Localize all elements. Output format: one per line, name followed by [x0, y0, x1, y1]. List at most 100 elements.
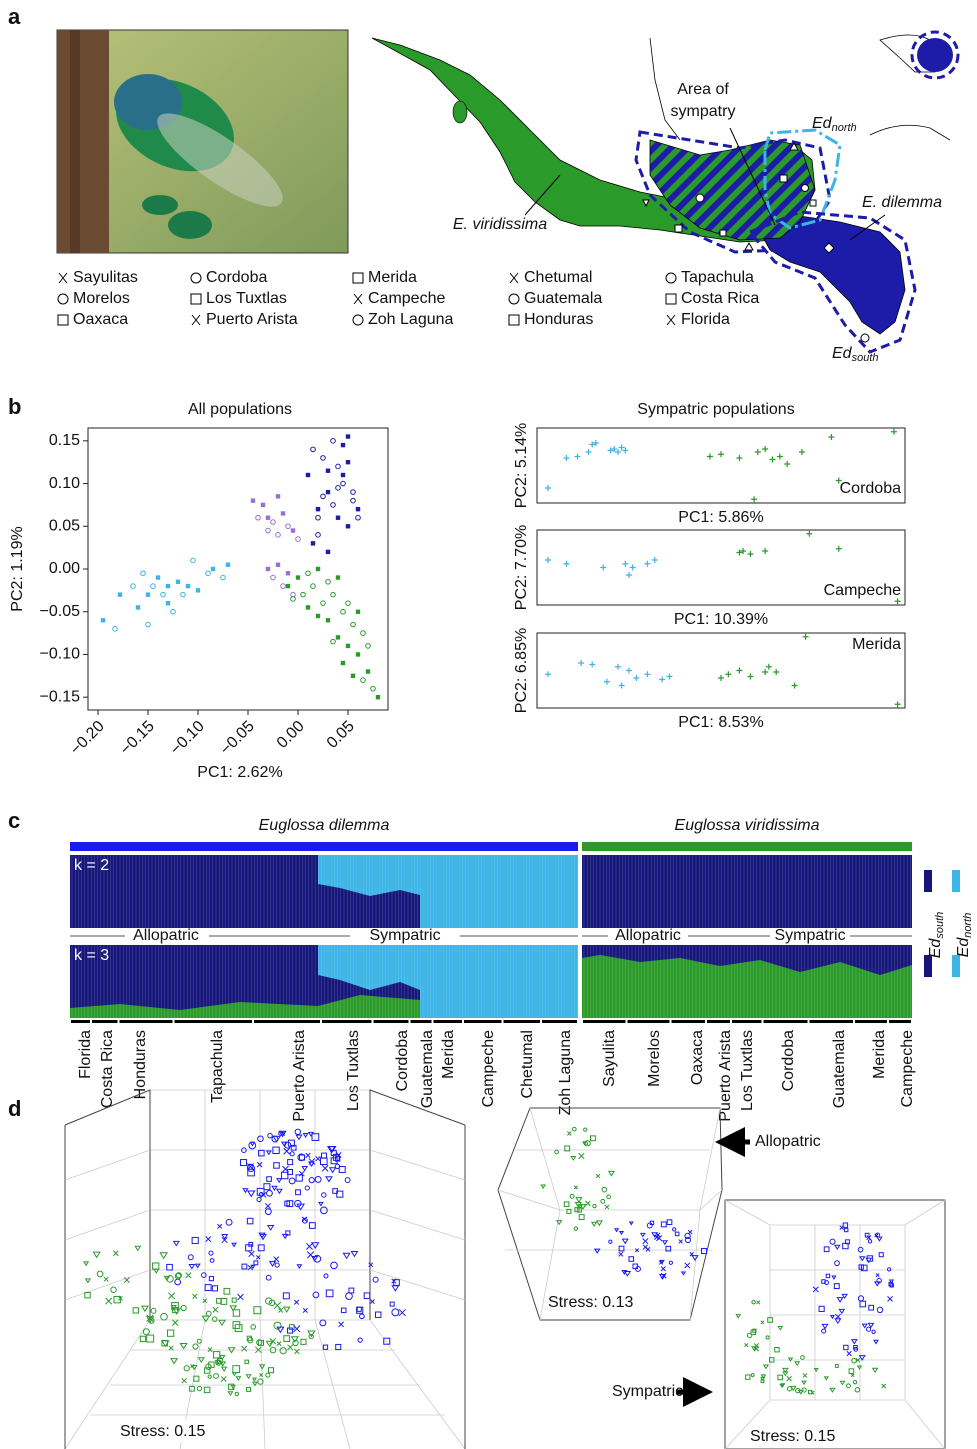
legend-label: Campeche	[368, 290, 445, 307]
nmds-point	[357, 1307, 361, 1311]
nmds-point	[247, 1218, 253, 1224]
point	[306, 473, 310, 477]
nmds-point	[667, 1220, 672, 1225]
point	[311, 541, 315, 545]
nmds-point	[844, 1345, 848, 1349]
nmds-point	[775, 1348, 779, 1352]
nmds-point	[222, 1367, 227, 1371]
nmds-point	[597, 1221, 603, 1225]
point	[281, 584, 286, 589]
point	[361, 631, 366, 636]
nmds-point	[196, 1264, 200, 1267]
nmds-point	[232, 1243, 236, 1246]
x-axis-label: PC1: 5.86%	[678, 509, 763, 526]
nmds-point	[171, 1359, 177, 1364]
point	[755, 449, 761, 455]
legend-marker	[510, 273, 518, 283]
point	[341, 473, 345, 477]
nmds-point	[184, 1366, 189, 1371]
nmds-point	[168, 1293, 174, 1299]
point	[286, 571, 290, 575]
nmds-point	[602, 1187, 607, 1192]
legend-label: Oaxaca	[73, 311, 128, 328]
point	[271, 520, 276, 525]
nmds-point	[231, 1386, 235, 1389]
nmds-point	[248, 1191, 255, 1196]
point	[261, 503, 265, 507]
legend-marker	[354, 294, 362, 304]
nmds-point	[643, 1238, 648, 1243]
nmds-point	[866, 1258, 871, 1262]
nmds-point	[265, 1203, 270, 1208]
y-axis-label: PC2: 7.70%	[513, 525, 530, 610]
nmds-point	[324, 1274, 328, 1278]
nmds-point	[84, 1262, 88, 1265]
nmds-point	[213, 1352, 219, 1358]
nmds-point	[346, 1293, 353, 1300]
point	[296, 537, 301, 542]
nmds-box	[498, 1108, 722, 1320]
point	[747, 551, 753, 557]
population-bar	[434, 1020, 463, 1023]
point	[166, 584, 170, 588]
point	[251, 498, 255, 502]
point	[136, 605, 140, 609]
nmds-point	[93, 1252, 99, 1257]
nmds-point	[235, 1392, 238, 1395]
map-annotation: E. dilemma	[862, 194, 942, 211]
nmds-point	[322, 1193, 326, 1197]
point	[578, 660, 584, 666]
point	[321, 494, 326, 499]
nmds-point	[205, 1285, 211, 1291]
nmds-point	[736, 1315, 740, 1318]
nmds-point	[888, 1296, 893, 1301]
nmds-point	[319, 1202, 323, 1205]
nmds-point	[258, 1245, 264, 1251]
point	[141, 571, 146, 576]
population-bar	[628, 1020, 670, 1023]
map-annotation: Edsouth	[832, 345, 879, 364]
point	[196, 588, 200, 592]
nmds-point	[217, 1224, 221, 1228]
nmds-point	[315, 1176, 321, 1182]
nmds-point	[609, 1240, 612, 1243]
point	[736, 668, 742, 674]
nmds-point	[369, 1263, 373, 1267]
point	[276, 494, 280, 498]
nmds-point	[153, 1263, 159, 1269]
population-bar	[732, 1020, 762, 1023]
nmds-point	[167, 1330, 173, 1336]
nmds-point	[620, 1231, 623, 1234]
nmds-point	[270, 1262, 276, 1267]
nmds-point	[858, 1366, 862, 1369]
species-label: Euglossa viridissima	[675, 817, 820, 834]
point	[545, 557, 551, 563]
nmds-point	[623, 1239, 628, 1243]
nmds-point	[320, 1158, 327, 1165]
nmds-point	[847, 1384, 851, 1388]
nmds-point	[111, 1287, 116, 1292]
point	[113, 627, 118, 632]
population-bar	[542, 1020, 577, 1023]
point	[356, 652, 360, 656]
nmds-point	[309, 1178, 314, 1183]
nmds-point	[209, 1251, 213, 1255]
nmds-point	[259, 1150, 265, 1156]
nmds-point	[245, 1360, 248, 1363]
point	[803, 634, 809, 640]
point	[206, 571, 211, 576]
point	[762, 548, 768, 554]
point	[574, 454, 580, 460]
k-label: k = 3	[74, 947, 109, 964]
nmds-point	[284, 1148, 290, 1154]
nmds-point	[303, 1134, 307, 1137]
point	[652, 557, 658, 563]
population-bar	[120, 1020, 173, 1023]
nmds-point	[236, 1377, 240, 1380]
ed-base: Ed	[927, 938, 944, 959]
nmds-point	[826, 1274, 829, 1277]
nmds-point	[855, 1388, 860, 1393]
point	[316, 567, 320, 571]
nmds-point	[85, 1293, 90, 1298]
chart-title: Sympatric populations	[637, 401, 794, 418]
